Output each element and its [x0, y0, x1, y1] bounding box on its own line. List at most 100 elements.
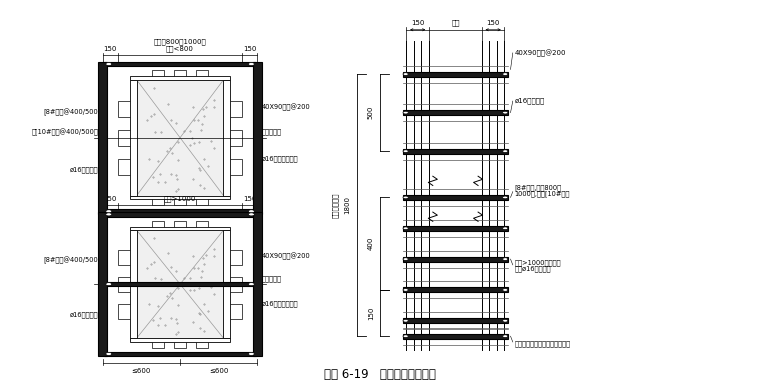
Circle shape	[403, 111, 408, 114]
Bar	[118, 277, 130, 292]
Circle shape	[403, 150, 408, 152]
Point	[173, 139, 185, 145]
Circle shape	[403, 335, 408, 337]
Circle shape	[106, 283, 112, 286]
Circle shape	[403, 319, 408, 322]
Point	[170, 320, 182, 326]
Bar	[118, 130, 130, 145]
Point	[194, 167, 206, 173]
Point	[152, 303, 164, 309]
Point	[208, 104, 220, 111]
Circle shape	[502, 319, 508, 322]
Text: 500: 500	[368, 106, 374, 119]
Point	[200, 252, 212, 258]
Point	[192, 265, 204, 271]
Circle shape	[249, 213, 255, 216]
Bar	[130, 230, 137, 338]
Bar	[404, 110, 508, 115]
Text: ø16对拉螺杆: ø16对拉螺杆	[70, 167, 98, 173]
Point	[147, 174, 160, 180]
Point	[186, 135, 198, 141]
Circle shape	[249, 352, 255, 355]
Point	[163, 144, 176, 151]
Text: 胶合板模板: 胶合板模板	[262, 129, 282, 135]
Point	[143, 156, 155, 162]
Bar	[174, 342, 186, 348]
Point	[149, 275, 161, 282]
Point	[166, 295, 178, 301]
Bar	[404, 72, 508, 77]
Bar	[153, 221, 164, 227]
Text: 40X90方木@200: 40X90方木@200	[262, 253, 311, 260]
Text: ≤600: ≤600	[209, 368, 229, 374]
Point	[165, 264, 177, 271]
Point	[183, 287, 195, 294]
Bar	[174, 221, 186, 227]
Point	[172, 186, 184, 192]
Point	[188, 117, 201, 123]
Point	[148, 85, 160, 91]
Bar	[230, 304, 242, 319]
Point	[162, 249, 174, 256]
Bar	[130, 338, 230, 342]
Circle shape	[106, 210, 112, 213]
Text: 柱宽<800: 柱宽<800	[166, 45, 194, 52]
Point	[200, 104, 212, 110]
Point	[165, 314, 177, 321]
Bar	[153, 342, 164, 348]
Text: [8#槽钢,柱宽800～: [8#槽钢,柱宽800～	[515, 185, 562, 191]
Point	[194, 311, 206, 317]
Bar	[253, 62, 262, 213]
Point	[194, 182, 206, 188]
Circle shape	[502, 335, 508, 337]
Point	[198, 261, 210, 267]
Bar	[404, 287, 508, 292]
Point	[207, 246, 220, 252]
Text: 400: 400	[368, 237, 374, 250]
Point	[193, 285, 205, 291]
Point	[207, 97, 220, 103]
Point	[185, 127, 197, 134]
Point	[198, 113, 210, 120]
Text: [8#槽钢@400/500: [8#槽钢@400/500	[43, 108, 98, 116]
Bar	[196, 221, 207, 227]
Text: 150: 150	[411, 20, 424, 26]
Bar	[230, 250, 242, 265]
Point	[207, 291, 220, 297]
Bar	[404, 226, 508, 231]
Text: 胶合板模板: 胶合板模板	[262, 275, 282, 282]
Point	[154, 315, 166, 321]
Point	[193, 139, 205, 145]
Circle shape	[403, 73, 408, 75]
Point	[154, 276, 166, 282]
Circle shape	[106, 63, 112, 66]
Point	[172, 157, 184, 163]
Point	[198, 301, 210, 307]
Text: 150: 150	[103, 46, 117, 52]
Bar	[196, 70, 207, 76]
Bar	[130, 80, 137, 196]
Point	[162, 100, 174, 107]
Text: ≤600: ≤600	[131, 368, 151, 374]
Point	[186, 281, 198, 287]
Text: 柱宽>1000时，中间: 柱宽>1000时，中间	[515, 260, 561, 266]
Text: （[10#槽钢@400/500）: （[10#槽钢@400/500）	[31, 128, 98, 136]
Bar	[98, 212, 107, 356]
Point	[159, 322, 171, 328]
Text: 150: 150	[103, 196, 117, 202]
Point	[187, 319, 199, 326]
Bar	[253, 212, 262, 356]
Bar	[230, 159, 242, 174]
Point	[173, 285, 185, 291]
Bar	[137, 230, 223, 338]
Point	[202, 163, 214, 170]
Bar	[104, 352, 256, 356]
Point	[188, 264, 201, 271]
Point	[192, 117, 204, 123]
Text: 附图 6-19   柱模板施工示意图: 附图 6-19 柱模板施工示意图	[324, 368, 436, 381]
Point	[204, 284, 217, 290]
Bar	[118, 250, 130, 265]
Point	[183, 142, 195, 148]
Circle shape	[403, 196, 408, 199]
Point	[170, 267, 182, 274]
